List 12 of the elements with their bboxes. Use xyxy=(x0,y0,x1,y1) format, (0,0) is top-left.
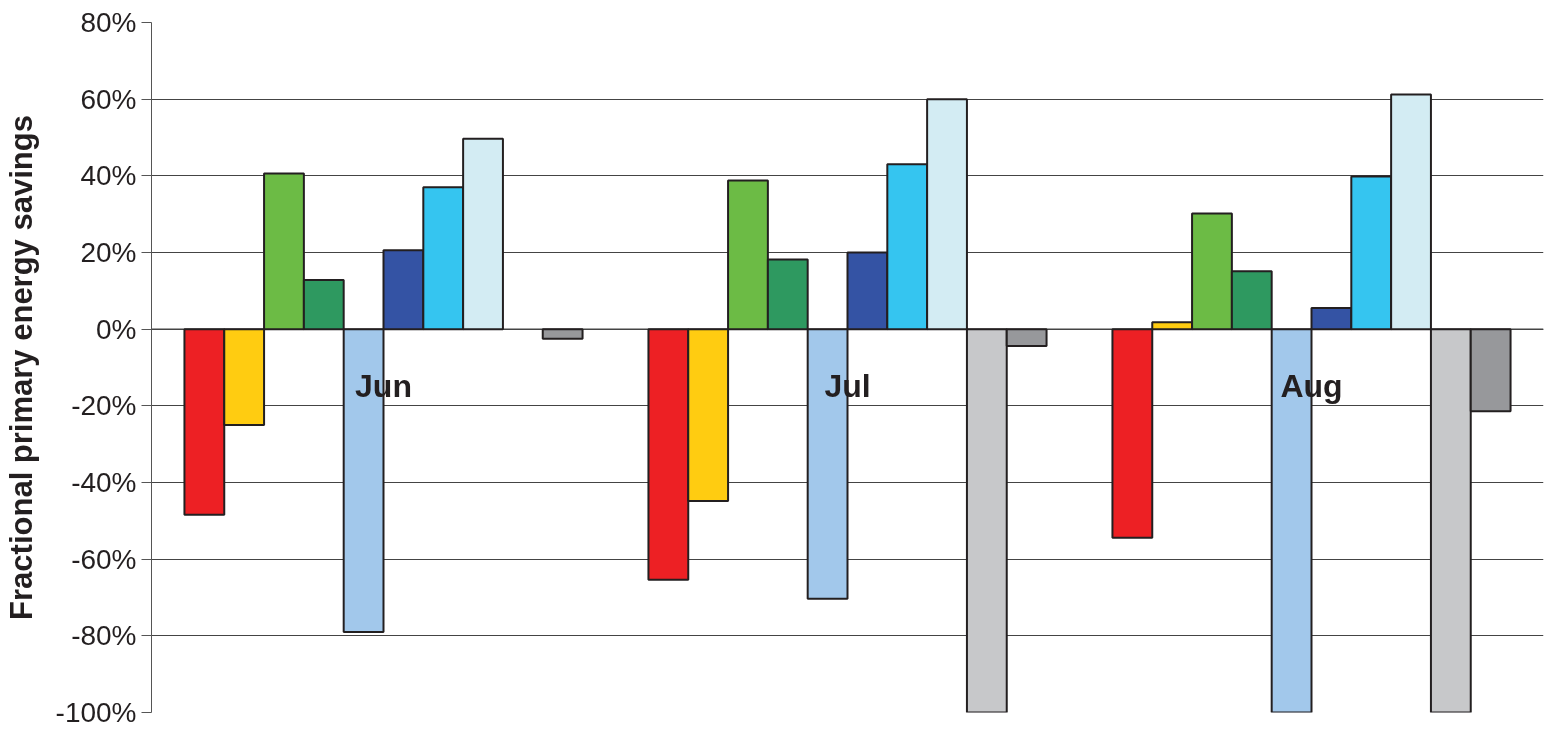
y-tick-label: 20% xyxy=(80,237,137,268)
y-axis-title: Fractional primary energy savings xyxy=(3,115,39,620)
bar xyxy=(541,328,584,340)
y-tick-label: -40% xyxy=(71,467,137,498)
y-tick-label: 60% xyxy=(80,83,137,115)
y-tick-label: -20% xyxy=(71,390,137,422)
y-tick-label: -60% xyxy=(71,543,137,575)
y-tick-label: -100% xyxy=(55,697,137,728)
y-tick-label: -80% xyxy=(71,620,137,652)
y-tick-label: 0% xyxy=(96,313,137,345)
y-tick-label: 40% xyxy=(80,160,137,192)
y-tick-label: 80% xyxy=(80,7,137,38)
